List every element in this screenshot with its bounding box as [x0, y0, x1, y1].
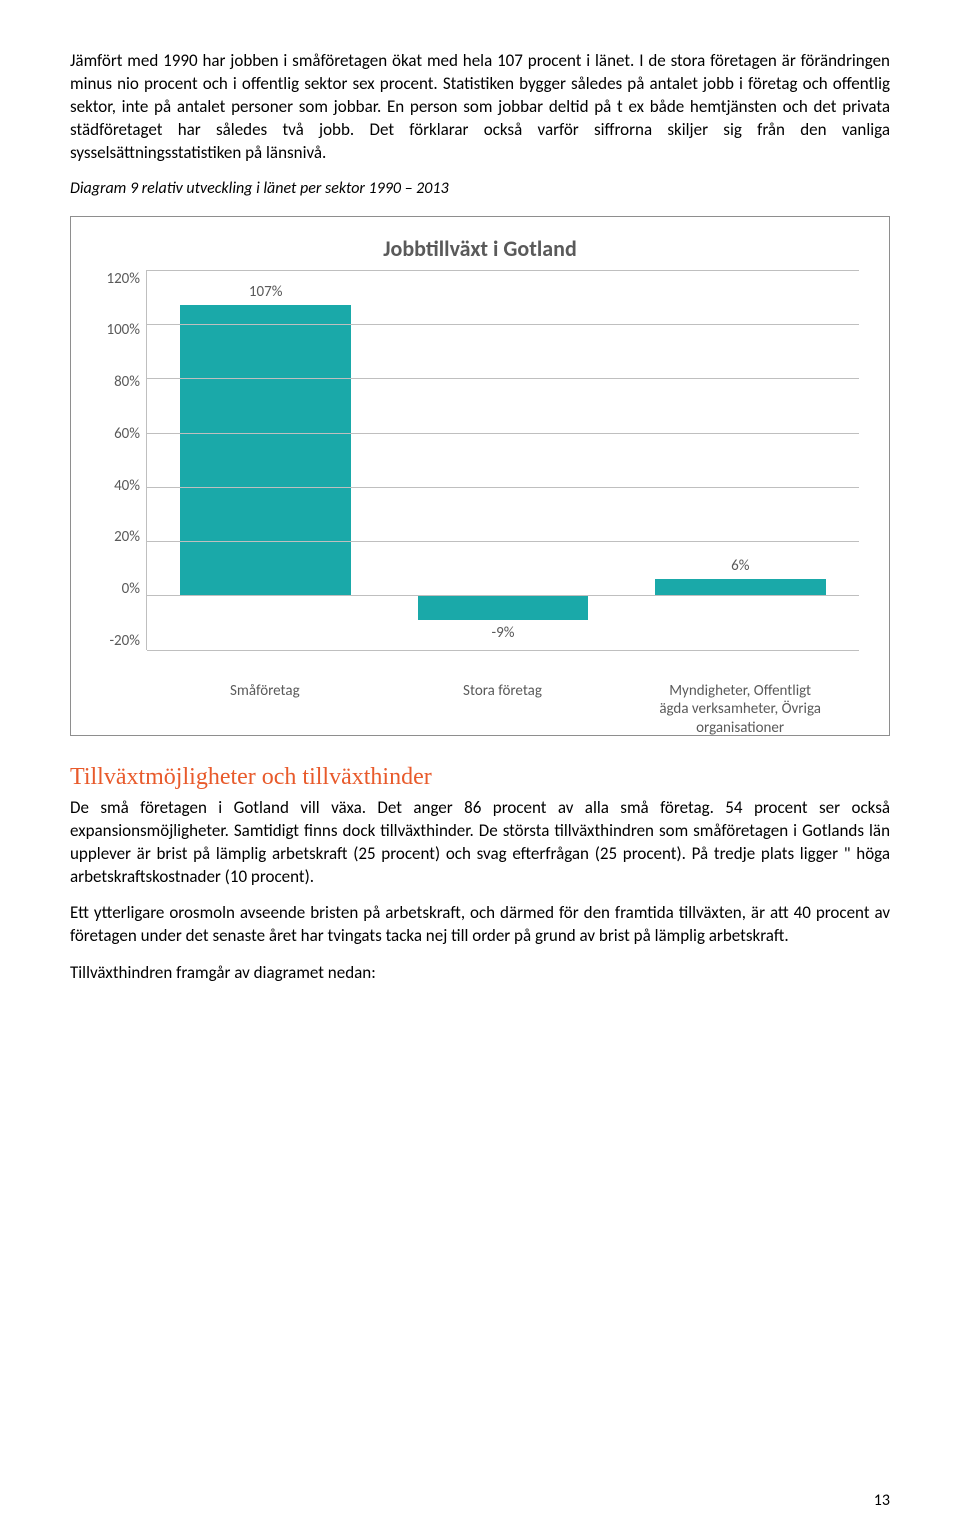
- y-tick-label: 20%: [114, 528, 140, 546]
- gridline: [147, 487, 859, 488]
- x-axis: Småföretag Stora företag Myndigheter, Offe…: [146, 682, 859, 738]
- y-tick-label: 0%: [122, 580, 140, 598]
- gridline: [147, 541, 859, 542]
- x-tick-label: Stora företag: [417, 682, 588, 738]
- bar-value-label: 6%: [655, 557, 826, 575]
- gridline: [147, 324, 859, 325]
- paragraph-intro: Jämfört med 1990 har jobben i småföretag…: [70, 50, 890, 165]
- diagram-caption: Diagram 9 relativ utveckling i länet per…: [70, 179, 890, 198]
- y-tick-label: 40%: [114, 477, 140, 495]
- gridline: [147, 433, 859, 434]
- plot-area: 107% -9% 6%: [146, 270, 859, 650]
- bars-container: 107% -9% 6%: [147, 270, 859, 650]
- y-axis: 120% 100% 80% 60% 40% 20% 0% -20%: [101, 270, 146, 650]
- chart-plot-wrap: 120% 100% 80% 60% 40% 20% 0% -20% 107% -9% 6%: [101, 270, 859, 650]
- section-heading: Tillväxtmöjligheter och tillväxthinder: [70, 764, 890, 791]
- bar: [180, 305, 351, 595]
- paragraph-growth-1: De små företagen i Gotland vill växa. De…: [70, 797, 890, 889]
- y-tick-label: -20%: [109, 632, 140, 650]
- bar-column: 107%: [180, 270, 351, 650]
- bar-value-label: 107%: [180, 283, 351, 301]
- paragraph-growth-3: Tillväxthindren framgår av diagramet ned…: [70, 962, 890, 985]
- bar-column: -9%: [418, 270, 589, 650]
- y-tick-label: 120%: [106, 270, 140, 288]
- gridline: [147, 650, 859, 651]
- gridline: [147, 378, 859, 379]
- y-tick-label: 60%: [114, 425, 140, 443]
- page-number: 13: [874, 1491, 890, 1510]
- y-tick-label: 80%: [114, 373, 140, 391]
- chart-container: Jobbtillväxt i Gotland 120% 100% 80% 60% 40%…: [70, 216, 890, 736]
- bar-column: 6%: [655, 270, 826, 650]
- paragraph-growth-2: Ett ytterligare orosmoln avseende briste…: [70, 902, 890, 948]
- gridline: [147, 270, 859, 271]
- x-tick-label: Myndigheter, Offentligt ägda verksamhete…: [655, 682, 826, 738]
- x-tick-label: Småföretag: [179, 682, 350, 738]
- y-tick-label: 100%: [106, 321, 140, 339]
- bar-value-label: -9%: [418, 624, 589, 642]
- bar: [418, 595, 589, 619]
- gridline: [147, 595, 859, 596]
- bar: [655, 579, 826, 595]
- chart-title: Jobbtillväxt i Gotland: [101, 235, 859, 262]
